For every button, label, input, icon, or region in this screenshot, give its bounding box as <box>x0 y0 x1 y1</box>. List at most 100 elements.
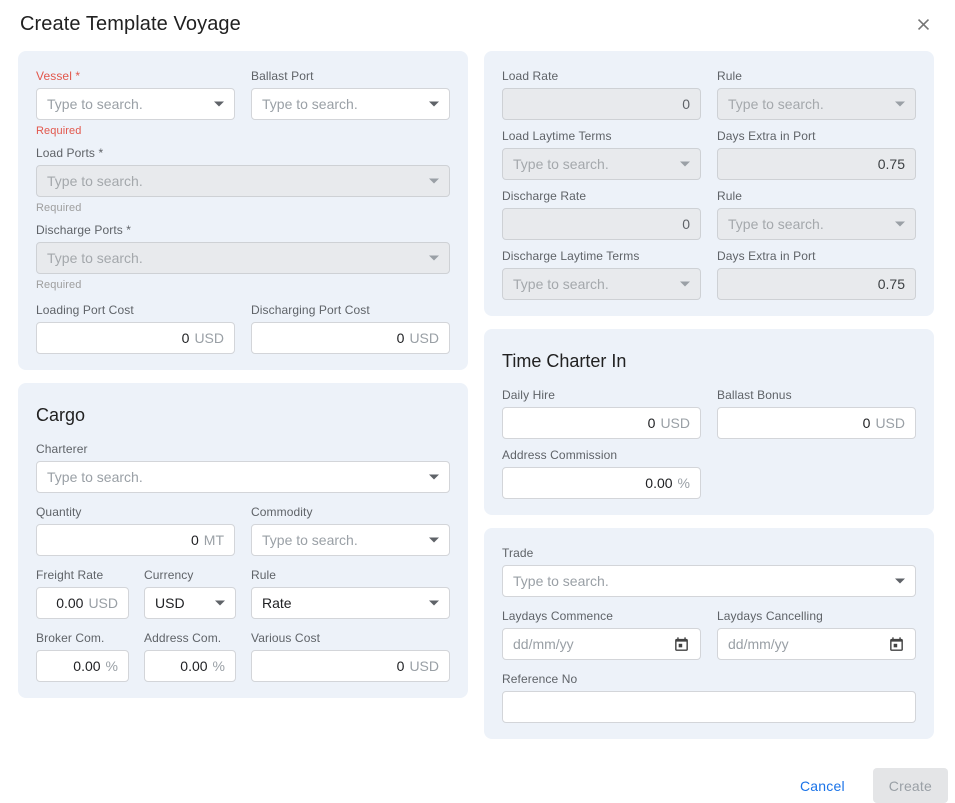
discharging-port-cost-value: 0 <box>396 330 405 346</box>
currency-select[interactable]: USD <box>144 587 236 619</box>
address-commission-input[interactable]: 0.00 % <box>502 467 701 499</box>
ballast-port-select[interactable]: Type to search. <box>251 88 450 120</box>
loading-port-cost-field: Loading Port Cost 0 USD <box>36 303 235 354</box>
load-days-extra-label: Days Extra in Port <box>717 129 816 143</box>
commodity-placeholder: Type to search. <box>262 532 358 548</box>
various-cost-input[interactable]: 0 USD <box>251 650 450 682</box>
broker-com-value: 0.00 <box>73 658 101 674</box>
modal-header: Create Template Voyage <box>0 0 955 51</box>
ballast-bonus-field: Ballast Bonus 0 USD <box>717 388 916 439</box>
various-cost-value: 0 <box>396 658 405 674</box>
load-rate-label: Load Rate <box>502 69 559 83</box>
commodity-label: Commodity <box>251 505 313 519</box>
freight-rate-label: Freight Rate <box>36 568 104 582</box>
reference-no-label: Reference No <box>502 672 578 686</box>
broker-com-input[interactable]: 0.00 % <box>36 650 129 682</box>
commodity-select[interactable]: Type to search. <box>251 524 450 556</box>
trade-field: Trade Type to search. <box>502 546 916 597</box>
trade-placeholder: Type to search. <box>513 573 609 589</box>
loading-port-cost-input[interactable]: 0 USD <box>36 322 235 354</box>
various-cost-label: Various Cost <box>251 631 321 645</box>
ballast-bonus-value: 0 <box>862 415 871 431</box>
broker-com-unit: % <box>105 658 118 674</box>
discharging-port-cost-input[interactable]: 0 USD <box>251 322 450 354</box>
commodity-field: Commodity Type to search. <box>251 505 450 556</box>
chevron-down-icon <box>215 600 225 606</box>
load-laytime-terms-select: Type to search. <box>502 148 701 180</box>
broker-com-label: Broker Com. <box>36 631 105 645</box>
daily-hire-field: Daily Hire 0 USD <box>502 388 701 439</box>
address-com-field: Address Com. 0.00 % <box>144 631 236 682</box>
discharge-laytime-terms-label: Discharge Laytime Terms <box>502 249 640 263</box>
charterer-field: Charterer Type to search. <box>36 442 450 493</box>
load-laytime-terms-label: Load Laytime Terms <box>502 129 612 143</box>
freight-rate-unit: USD <box>88 595 118 611</box>
discharge-days-extra-label: Days Extra in Port <box>717 249 816 263</box>
chevron-down-icon <box>429 600 439 606</box>
quantity-input[interactable]: 0 MT <box>36 524 235 556</box>
load-ports-placeholder: Type to search. <box>47 173 143 189</box>
loading-port-cost-label: Loading Port Cost <box>36 303 134 317</box>
discharging-port-cost-label: Discharging Port Cost <box>251 303 370 317</box>
vessel-field: Vessel * Type to search. Required <box>36 69 235 137</box>
reference-no-input[interactable] <box>502 691 916 723</box>
discharge-ports-placeholder: Type to search. <box>47 250 143 266</box>
discharge-rate-value: 0 <box>682 216 690 232</box>
trade-label: Trade <box>502 546 534 560</box>
calendar-icon[interactable] <box>888 636 905 653</box>
discharge-rate-field: Discharge Rate 0 <box>502 189 701 240</box>
laydays-cancelling-input[interactable]: dd/mm/yy <box>717 628 916 660</box>
charterer-select[interactable]: Type to search. <box>36 461 450 493</box>
discharge-rate-label: Discharge Rate <box>502 189 587 203</box>
laydays-cancelling-placeholder: dd/mm/yy <box>728 636 789 652</box>
discharge-days-extra-input: 0.75 <box>717 268 916 300</box>
load-ports-required-hint: Required <box>36 202 82 214</box>
various-cost-unit: USD <box>409 658 439 674</box>
load-ports-label: Load Ports * <box>36 146 104 160</box>
rates-panel: Load Rate 0 Rule Type to search. <box>484 51 934 316</box>
create-button: Create <box>872 768 948 803</box>
discharge-rule-label: Rule <box>717 189 743 203</box>
calendar-icon[interactable] <box>673 636 690 653</box>
discharge-rate-input: 0 <box>502 208 701 240</box>
daily-hire-input[interactable]: 0 USD <box>502 407 701 439</box>
discharge-rule-field: Rule Type to search. <box>717 189 916 240</box>
modal-footer: Cancel Create <box>0 768 948 803</box>
chevron-down-icon <box>895 101 905 107</box>
close-icon[interactable] <box>912 13 935 36</box>
ballast-bonus-unit: USD <box>875 415 905 431</box>
cancel-button[interactable]: Cancel <box>799 777 845 794</box>
laydays-commence-input[interactable]: dd/mm/yy <box>502 628 701 660</box>
load-rate-value: 0 <box>682 96 690 112</box>
address-com-value: 0.00 <box>180 658 208 674</box>
discharge-laytime-terms-field: Discharge Laytime Terms Type to search. <box>502 249 701 300</box>
laydays-cancelling-field: Laydays Cancelling dd/mm/yy <box>717 609 916 660</box>
loading-port-cost-unit: USD <box>194 330 224 346</box>
right-column: Load Rate 0 Rule Type to search. <box>484 51 934 739</box>
freight-rate-field: Freight Rate 0.00 USD <box>36 568 129 619</box>
vessel-label: Vessel * <box>36 69 81 83</box>
chevron-down-icon <box>680 161 690 167</box>
chevron-down-icon <box>895 221 905 227</box>
laydays-commence-placeholder: dd/mm/yy <box>513 636 574 652</box>
load-rate-field: Load Rate 0 <box>502 69 701 120</box>
address-com-label: Address Com. <box>144 631 222 645</box>
currency-label: Currency <box>144 568 194 582</box>
trade-select[interactable]: Type to search. <box>502 565 916 597</box>
modal-body: Vessel * Type to search. Required Ballas… <box>0 51 955 739</box>
freight-rate-input[interactable]: 0.00 USD <box>36 587 129 619</box>
discharge-ports-select: Type to search. <box>36 242 450 274</box>
quantity-label: Quantity <box>36 505 82 519</box>
address-com-unit: % <box>212 658 225 674</box>
ballast-bonus-input[interactable]: 0 USD <box>717 407 916 439</box>
vessel-select[interactable]: Type to search. <box>36 88 235 120</box>
discharge-laytime-terms-select: Type to search. <box>502 268 701 300</box>
load-ports-select: Type to search. <box>36 165 450 197</box>
discharging-port-cost-unit: USD <box>409 330 439 346</box>
time-charter-in-heading: Time Charter In <box>502 351 627 371</box>
various-cost-field: Various Cost 0 USD <box>251 631 450 682</box>
discharge-ports-required-hint: Required <box>36 279 82 291</box>
address-commission-value: 0.00 <box>645 475 673 491</box>
rule-select[interactable]: Rate <box>251 587 450 619</box>
address-com-input[interactable]: 0.00 % <box>144 650 236 682</box>
